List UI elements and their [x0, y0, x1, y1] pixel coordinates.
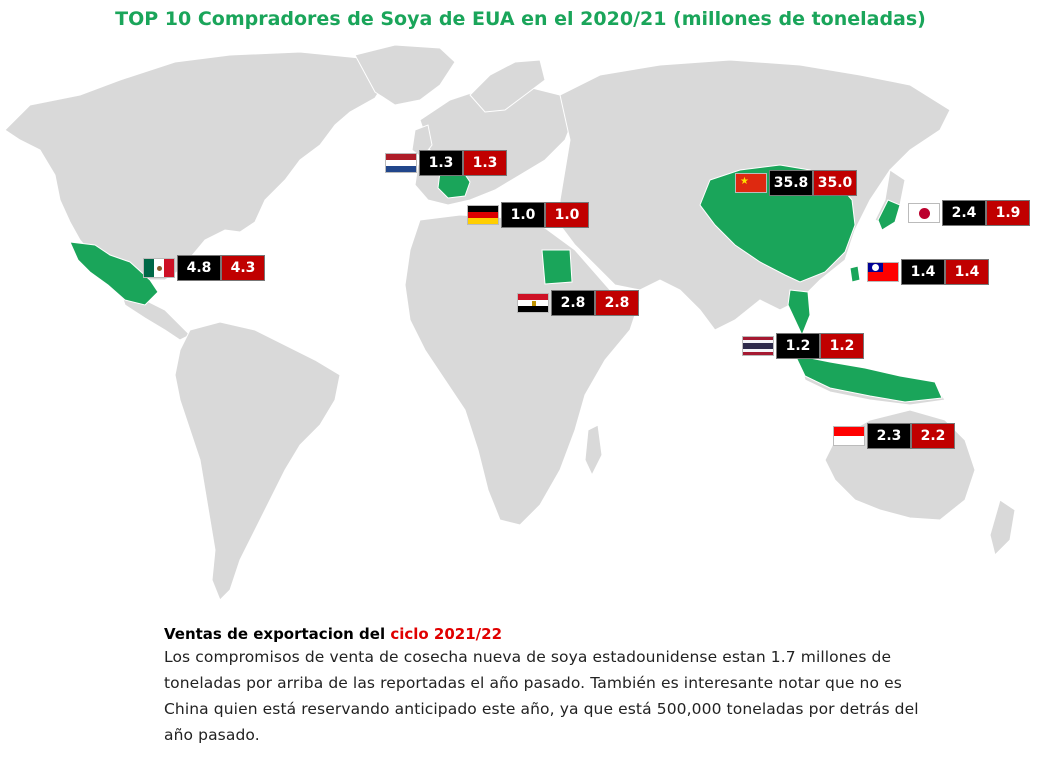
footer-note: Ventas de exportacion del ciclo 2021/22 … [164, 624, 944, 748]
value-2021: 1.3 [463, 150, 507, 176]
mexico-highlight [69, 241, 159, 306]
label-taiwan: 1.4 1.4 [867, 259, 989, 285]
label-thailand: 1.2 1.2 [742, 333, 864, 359]
value-2021: 1.9 [986, 200, 1030, 226]
value-2020: 1.0 [501, 202, 545, 228]
thailand-flag [742, 336, 774, 356]
value-2021: 35.0 [813, 170, 857, 196]
japan-highlight [877, 199, 901, 231]
label-japan: 2.4 1.9 [908, 200, 1030, 226]
indonesia-highlight [794, 354, 943, 403]
egypt-highlight [541, 249, 573, 285]
taiwan-highlight [849, 265, 861, 283]
value-2020: 1.4 [901, 259, 945, 285]
value-2021: 2.8 [595, 290, 639, 316]
footer-body: Los compromisos de venta de cosecha nuev… [164, 648, 919, 744]
egypt-flag [517, 293, 549, 313]
mexico-flag [143, 258, 175, 278]
china-flag: ★ [735, 173, 767, 193]
value-2020: 1.3 [419, 150, 463, 176]
madagascar-landmass [584, 424, 603, 477]
footer-heading-highlight: ciclo 2021/22 [390, 625, 503, 643]
footer-heading-prefix: Ventas de exportacion del [164, 625, 391, 643]
value-2020: 2.8 [551, 290, 595, 316]
value-2021: 1.2 [820, 333, 864, 359]
indonesia-flag [833, 426, 865, 446]
greenland-landmass [354, 44, 456, 106]
netherlands-flag [385, 153, 417, 173]
north-america-landmass [4, 51, 391, 281]
value-2021: 2.2 [911, 423, 955, 449]
germany-flag [467, 205, 499, 225]
label-mexico: 4.8 4.3 [143, 255, 265, 281]
value-2020: 4.8 [177, 255, 221, 281]
thailand-highlight [787, 289, 811, 337]
south-america-landmass [174, 321, 341, 601]
label-netherlands: 1.3 1.3 [385, 150, 507, 176]
value-2021: 1.0 [545, 202, 589, 228]
label-egypt: 2.8 2.8 [517, 290, 639, 316]
value-2020: 2.3 [867, 423, 911, 449]
label-china: ★ 35.8 35.0 [735, 170, 857, 196]
value-2020: 2.4 [942, 200, 986, 226]
label-indonesia: 2.3 2.2 [833, 423, 955, 449]
map-title: TOP 10 Compradores de Soya de EUA en el … [115, 8, 926, 30]
value-2020: 35.8 [769, 170, 813, 196]
value-2021: 1.4 [945, 259, 989, 285]
value-2020: 1.2 [776, 333, 820, 359]
japan-flag [908, 203, 940, 223]
new-zealand-landmass [989, 499, 1016, 556]
label-germany: 1.0 1.0 [467, 202, 589, 228]
value-2021: 4.3 [221, 255, 265, 281]
scandinavia-landmass [469, 59, 546, 113]
footer-heading: Ventas de exportacion del ciclo 2021/22 [164, 624, 944, 644]
taiwan-flag [867, 262, 899, 282]
